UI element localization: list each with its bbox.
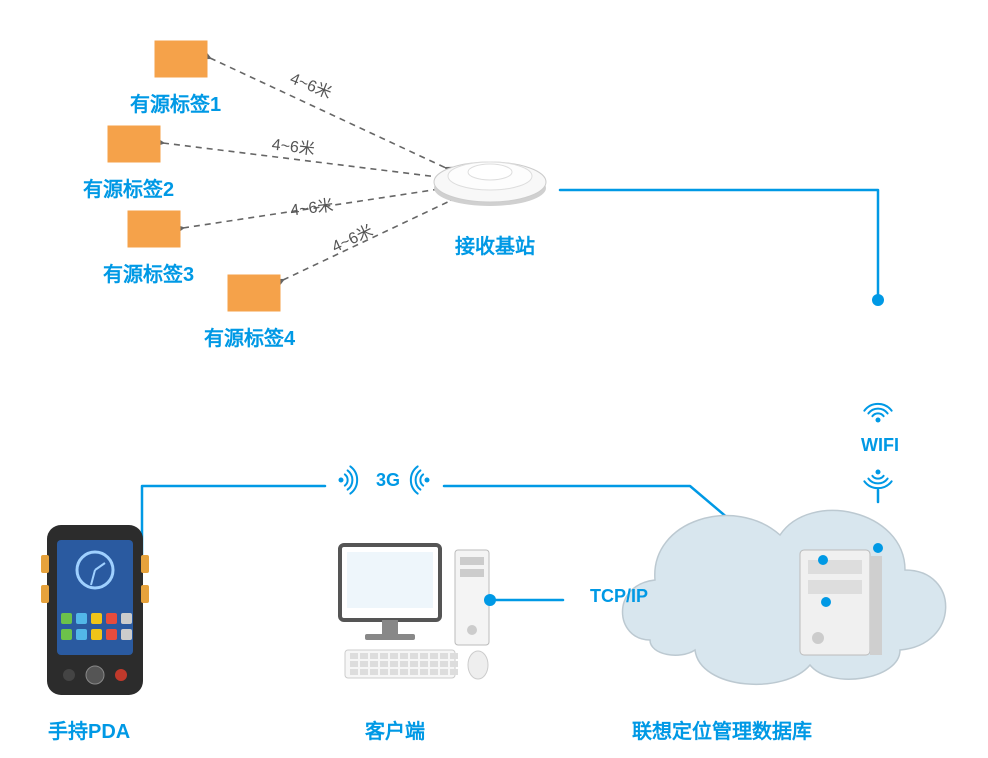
range-label-3: 4~6米	[289, 191, 335, 220]
tag-label-2: 有源标签2	[83, 173, 174, 202]
signal-icon	[339, 466, 358, 493]
connection-node-0	[872, 294, 884, 306]
tag-label-3: 有源标签3	[103, 258, 194, 287]
connection-line-2	[142, 486, 325, 555]
pda-label: 手持PDA	[48, 715, 130, 744]
label-tcpip: TCP/IP	[590, 586, 648, 607]
tag-box-2	[108, 126, 160, 162]
tag-label-1: 有源标签1	[130, 88, 221, 117]
connection-node-2	[818, 555, 828, 565]
label-3g: 3G	[376, 470, 400, 491]
signal-icon	[864, 404, 891, 423]
cloud-label: 联想定位管理数据库	[632, 715, 812, 744]
connection-node-3	[821, 597, 831, 607]
connection-node-4	[873, 543, 883, 553]
tag-box-4	[228, 275, 280, 311]
pda-icon	[41, 525, 149, 695]
access-point-label: 接收基站	[455, 230, 535, 259]
client-pc-icon	[340, 545, 489, 679]
range-label-2: 4~6米	[271, 130, 317, 159]
range-label-4: 4~6米	[327, 217, 376, 257]
connection-node-1	[484, 594, 496, 606]
signal-icon	[864, 470, 891, 489]
connection-line-3	[444, 486, 775, 558]
tag-box-3	[128, 211, 180, 247]
range-arrow-1	[210, 58, 446, 168]
access-point-icon	[434, 162, 546, 206]
tag-box-1	[155, 41, 207, 77]
label-wifi: WIFI	[861, 435, 899, 456]
cloud-icon	[623, 510, 946, 684]
range-label-1: 4~6米	[287, 65, 336, 103]
connection-line-0	[560, 190, 878, 300]
tag-label-4: 有源标签4	[204, 322, 295, 351]
signal-icon	[411, 466, 430, 493]
client-label: 客户端	[365, 715, 425, 744]
